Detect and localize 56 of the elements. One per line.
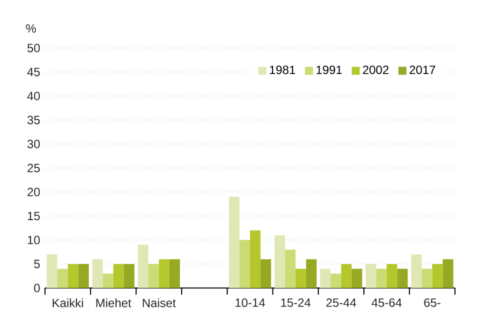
y-tick-label: 50 <box>27 44 40 52</box>
bar <box>397 268 408 288</box>
x-tick-label: 15-24 <box>281 298 311 307</box>
bar <box>260 259 272 288</box>
y-tick-label: 40 <box>27 92 40 100</box>
bar <box>250 230 261 288</box>
x-tick-label: Naiset <box>142 298 176 308</box>
y-tick-label: 35 <box>27 116 40 124</box>
bar <box>296 268 306 288</box>
bar <box>57 268 68 288</box>
legend-label: 1981 <box>270 66 296 74</box>
bar <box>432 264 443 288</box>
bar <box>341 264 352 288</box>
bar <box>386 264 398 288</box>
legend-label: 1991 <box>316 66 342 74</box>
bar <box>366 264 376 288</box>
bar <box>158 259 170 288</box>
y-tick-label: 15 <box>28 212 40 220</box>
bar <box>306 259 317 288</box>
x-tick-label: 10-14 <box>236 298 265 307</box>
bar <box>46 254 58 288</box>
x-tick-label: Kaikki <box>52 298 83 308</box>
bar <box>68 264 78 288</box>
bar <box>169 259 180 288</box>
bar <box>320 268 331 288</box>
x-tick-label: 45-64 <box>372 298 402 307</box>
y-tick-label: 0 <box>34 284 40 292</box>
bar <box>330 274 342 288</box>
x-tick-label: Miehet <box>96 298 132 308</box>
bar <box>148 264 159 288</box>
y-tick-label: 20 <box>28 188 40 196</box>
bar <box>228 196 240 288</box>
bar <box>422 268 432 288</box>
bar <box>239 240 250 288</box>
bar <box>274 235 286 288</box>
x-tick-label: 65- <box>424 298 440 307</box>
bar <box>78 264 89 288</box>
y-tick-label: 45 <box>27 68 40 76</box>
legend-label: 2002 <box>362 66 388 74</box>
bar <box>92 259 103 288</box>
bar <box>113 264 124 288</box>
bar <box>411 254 422 288</box>
bar <box>442 259 454 288</box>
y-tick-label: 5 <box>34 260 40 268</box>
bar <box>102 274 114 288</box>
y-axis-title: % <box>26 24 36 33</box>
bar <box>124 264 134 288</box>
bar <box>285 250 296 288</box>
y-tick-label: 10 <box>28 236 40 244</box>
legend-label: 2017 <box>410 66 436 74</box>
bar <box>376 268 387 288</box>
bar <box>138 244 148 288</box>
x-tick-label: 25-44 <box>326 298 356 307</box>
bar <box>352 268 362 288</box>
y-tick-label: 30 <box>27 140 40 148</box>
y-tick-label: 25 <box>28 164 40 172</box>
